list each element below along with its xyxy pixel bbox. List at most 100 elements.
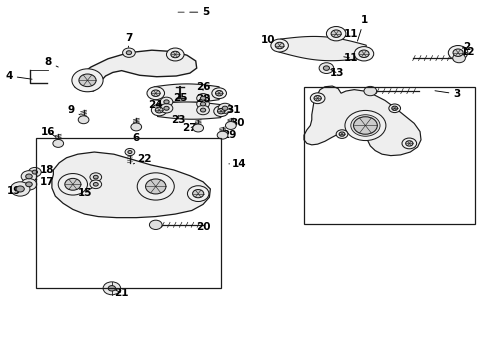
Text: 9: 9 [68,105,80,115]
Circle shape [215,90,223,96]
Circle shape [326,27,345,41]
Circle shape [363,86,376,96]
Polygon shape [52,152,210,218]
Circle shape [447,45,467,60]
Circle shape [270,39,288,52]
Circle shape [53,139,63,147]
Text: 2: 2 [456,42,469,52]
Polygon shape [75,50,196,91]
Text: 23: 23 [171,115,185,125]
Circle shape [32,170,38,174]
Circle shape [160,104,172,113]
Text: 12: 12 [460,46,474,57]
Circle shape [452,49,462,57]
Circle shape [170,51,179,58]
Circle shape [147,87,164,100]
Circle shape [335,130,347,138]
Circle shape [103,282,121,295]
Text: 15: 15 [77,188,92,198]
Circle shape [26,174,32,179]
Circle shape [217,131,227,139]
Text: 20: 20 [191,222,210,232]
Circle shape [58,174,87,195]
Text: 10: 10 [260,35,279,45]
Text: 18: 18 [36,165,54,175]
Circle shape [217,108,224,114]
Circle shape [166,48,183,61]
Circle shape [131,123,142,131]
Text: 13: 13 [329,68,344,78]
Circle shape [218,103,231,113]
Circle shape [330,30,341,37]
Circle shape [137,173,174,200]
Circle shape [452,53,465,63]
Circle shape [125,148,135,156]
Circle shape [196,99,209,109]
Text: 16: 16 [41,127,56,137]
Circle shape [122,48,135,57]
Circle shape [151,90,160,96]
Bar [36,138,221,288]
Circle shape [350,115,379,136]
Text: 24: 24 [148,100,166,111]
Text: 11: 11 [337,29,357,39]
Circle shape [126,51,131,55]
Circle shape [225,122,236,130]
Text: 4: 4 [6,71,32,81]
Text: 29: 29 [221,130,236,140]
Text: 14: 14 [228,159,246,169]
Circle shape [93,183,98,186]
Circle shape [65,179,81,190]
Circle shape [213,106,228,117]
Text: 19: 19 [7,186,21,197]
Circle shape [319,63,333,73]
Circle shape [163,100,169,104]
Circle shape [353,46,373,61]
Polygon shape [157,102,221,119]
Circle shape [405,141,412,146]
Circle shape [127,150,132,153]
Circle shape [90,180,102,189]
Text: 22: 22 [133,154,151,164]
Circle shape [16,186,24,192]
Circle shape [10,182,30,196]
Text: 30: 30 [229,118,244,128]
Text: 27: 27 [182,123,197,133]
Circle shape [200,108,205,112]
Text: 17: 17 [36,177,54,187]
Circle shape [108,285,115,291]
Circle shape [163,106,169,110]
Circle shape [187,186,208,202]
Text: 1: 1 [357,15,367,41]
Text: 31: 31 [226,105,241,115]
Text: 5: 5 [189,7,209,17]
Circle shape [344,111,385,140]
Circle shape [90,173,102,181]
Circle shape [72,69,103,92]
Text: 28: 28 [195,94,210,104]
Circle shape [21,179,37,190]
Circle shape [145,179,165,194]
Circle shape [358,50,368,58]
Circle shape [200,102,205,106]
Circle shape [21,171,37,182]
Circle shape [192,189,203,198]
Circle shape [149,220,162,229]
Bar [304,87,474,224]
Circle shape [155,107,163,113]
Text: 8: 8 [45,57,58,67]
Text: 21: 21 [114,288,129,298]
Circle shape [338,132,344,136]
Circle shape [78,116,89,124]
Circle shape [93,175,98,179]
Text: 11: 11 [343,53,357,63]
Circle shape [28,167,41,177]
Circle shape [200,96,205,100]
Circle shape [196,105,209,115]
Text: 3: 3 [434,89,459,99]
Circle shape [353,117,377,134]
Circle shape [313,95,321,101]
Circle shape [26,182,32,187]
Circle shape [388,104,400,113]
Circle shape [401,138,416,149]
